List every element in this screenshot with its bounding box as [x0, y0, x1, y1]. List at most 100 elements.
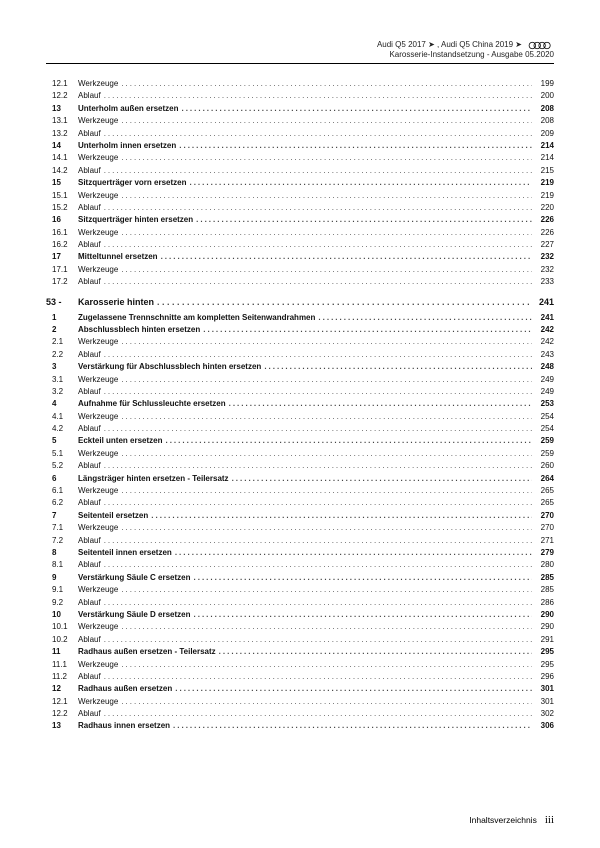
toc-page: 279 — [532, 547, 554, 559]
toc-number: 13.1 — [46, 115, 78, 127]
toc-page: 254 — [532, 411, 554, 423]
toc-number: 3.1 — [46, 374, 78, 386]
toc-number: 2 — [46, 324, 78, 336]
toc-number: 6.1 — [46, 485, 78, 497]
leader-dots — [101, 634, 532, 646]
toc-title: Seitenteil innen ersetzen — [78, 547, 172, 559]
toc-page: 227 — [532, 239, 554, 251]
toc-row: 3Verstärkung für Abschlussblech hinten e… — [46, 361, 554, 373]
toc-title: Werkzeuge — [78, 659, 118, 671]
toc-row: 6.2Ablauf265 — [46, 497, 554, 509]
toc-number: 7.1 — [46, 522, 78, 534]
toc-title: Ablauf — [78, 535, 101, 547]
toc-title: Mitteltunnel ersetzen — [78, 251, 158, 263]
toc-title: Längsträger hinten ersetzen - Teilersatz — [78, 473, 229, 485]
toc-page: 243 — [532, 349, 554, 361]
toc-row: 8.1Ablauf280 — [46, 559, 554, 571]
toc-title: Werkzeuge — [78, 115, 118, 127]
leader-dots — [118, 264, 532, 276]
toc-title: Seitenteil ersetzen — [78, 510, 148, 522]
toc-page: 242 — [532, 324, 554, 336]
toc-page: 259 — [532, 435, 554, 447]
toc-page: 260 — [532, 460, 554, 472]
toc-title: Ablauf — [78, 128, 101, 140]
toc-page: 265 — [532, 485, 554, 497]
toc-title: Werkzeuge — [78, 374, 118, 386]
toc-row: 16.1Werkzeuge226 — [46, 227, 554, 239]
toc-page: 254 — [532, 423, 554, 435]
toc-number: 2.2 — [46, 349, 78, 361]
page-footer: Inhaltsverzeichnis iii — [46, 814, 554, 826]
toc-page: 226 — [532, 214, 554, 226]
toc-page: 271 — [532, 535, 554, 547]
toc-title: Ablauf — [78, 165, 101, 177]
toc-row: 15.2Ablauf220 — [46, 202, 554, 214]
leader-dots — [101, 349, 532, 361]
toc-row: 12.1Werkzeuge199 — [46, 78, 554, 90]
toc-row: 14.1Werkzeuge214 — [46, 152, 554, 164]
toc-title: Unterholm außen ersetzen — [78, 103, 178, 115]
toc-page: 232 — [532, 264, 554, 276]
toc-number: 4.2 — [46, 423, 78, 435]
header-line2: Karosserie-Instandsetzung - Ausgabe 05.2… — [46, 50, 554, 60]
toc-title: Ablauf — [78, 423, 101, 435]
leader-dots — [101, 597, 532, 609]
leader-dots — [118, 78, 532, 90]
toc-title: Zugelassene Trennschnitte am kompletten … — [78, 312, 315, 324]
toc-number: 2.1 — [46, 336, 78, 348]
leader-dots — [193, 214, 532, 226]
toc-row: 11.1Werkzeuge295 — [46, 659, 554, 671]
leader-dots — [315, 312, 532, 324]
leader-dots — [101, 386, 532, 398]
toc-title: Ablauf — [78, 349, 101, 361]
toc-row: 16Sitzquerträger hinten ersetzen226 — [46, 214, 554, 226]
leader-dots — [118, 336, 532, 348]
toc-row: 14Unterholm innen ersetzen214 — [46, 140, 554, 152]
leader-dots — [261, 361, 532, 373]
leader-dots — [101, 535, 532, 547]
leader-dots — [162, 435, 532, 447]
toc-number: 12.1 — [46, 696, 78, 708]
toc-title: Werkzeuge — [78, 336, 118, 348]
leader-dots — [118, 448, 532, 460]
toc-title: Ablauf — [78, 239, 101, 251]
leader-dots — [101, 559, 532, 571]
toc-page: 285 — [532, 572, 554, 584]
toc-title: Ablauf — [78, 276, 101, 288]
toc-row: 2Abschlussblech hinten ersetzen242 — [46, 324, 554, 336]
leader-dots — [101, 460, 532, 472]
toc-page: 270 — [532, 522, 554, 534]
toc-row: 17Mitteltunnel ersetzen232 — [46, 251, 554, 263]
leader-dots — [118, 227, 532, 239]
section-page: 241 — [532, 296, 554, 310]
leader-dots — [200, 324, 532, 336]
toc-row: 12Radhaus außen ersetzen301 — [46, 683, 554, 695]
toc-number: 1 — [46, 312, 78, 324]
leader-dots — [118, 621, 532, 633]
toc-content: 12.1Werkzeuge19912.2Ablauf20013Unterholm… — [46, 78, 554, 733]
toc-number: 12 — [46, 683, 78, 695]
toc-page: 208 — [532, 115, 554, 127]
toc-page: 291 — [532, 634, 554, 646]
leader-dots — [226, 398, 532, 410]
toc-page: 302 — [532, 708, 554, 720]
toc-page: 265 — [532, 497, 554, 509]
toc-number: 14.1 — [46, 152, 78, 164]
toc-page: 290 — [532, 609, 554, 621]
toc-number: 17.1 — [46, 264, 78, 276]
leader-dots — [118, 696, 532, 708]
toc-page: 209 — [532, 128, 554, 140]
toc-number: 13 — [46, 103, 78, 115]
toc-number: 11.2 — [46, 671, 78, 683]
toc-top-list: 12.1Werkzeuge19912.2Ablauf20013Unterholm… — [46, 78, 554, 289]
toc-row: 12.2Ablauf302 — [46, 708, 554, 720]
page-header: Audi Q5 2017 ➤ , Audi Q5 China 2019 ➤ Ka… — [46, 40, 554, 60]
toc-page: 200 — [532, 90, 554, 102]
toc-row: 7.2Ablauf271 — [46, 535, 554, 547]
toc-number: 16 — [46, 214, 78, 226]
toc-row: 13Unterholm außen ersetzen208 — [46, 103, 554, 115]
toc-page: 199 — [532, 78, 554, 90]
toc-number: 17.2 — [46, 276, 78, 288]
toc-row: 10.2Ablauf291 — [46, 634, 554, 646]
toc-number: 4.1 — [46, 411, 78, 423]
